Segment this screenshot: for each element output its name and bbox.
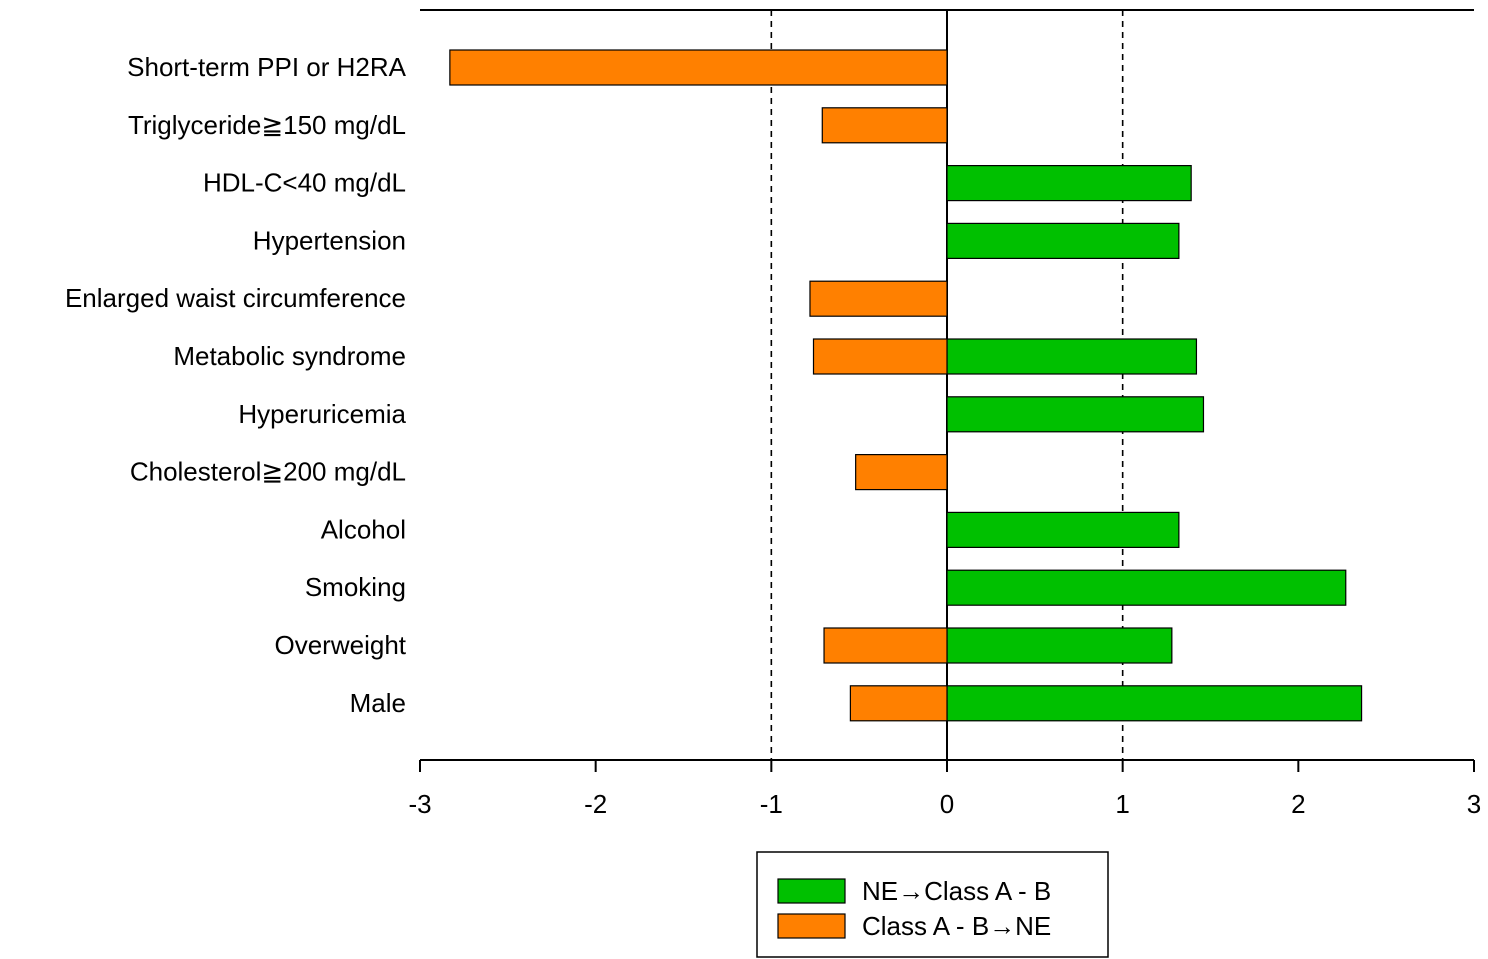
x-tick-label: -2 bbox=[584, 789, 607, 819]
reference-lines bbox=[770, 10, 1124, 760]
bar-male-class-ab-to-ne bbox=[849, 685, 948, 722]
x-tick-label: 2 bbox=[1291, 789, 1305, 819]
x-axis: -3 -2 -1 0 1 2 3 bbox=[408, 759, 1481, 819]
category-label: Male bbox=[350, 688, 406, 718]
bar-metabolic-syndrome-ne-to-class-ab bbox=[946, 338, 1198, 375]
bar-male-ne-to-class-ab bbox=[946, 685, 1363, 722]
x-tick-label: 1 bbox=[1115, 789, 1129, 819]
category-label: Triglyceride≧150 mg/dL bbox=[128, 110, 406, 140]
category-label: Metabolic syndrome bbox=[173, 341, 406, 371]
category-label: Alcohol bbox=[321, 514, 406, 544]
legend-swatch-ne-to-class-ab bbox=[777, 878, 846, 904]
x-tick-label: 3 bbox=[1467, 789, 1481, 819]
category-label: Short-term PPI or H2RA bbox=[127, 52, 407, 82]
bar-short-term-ppi-or-h2ra-class-ab-to-ne bbox=[449, 49, 948, 86]
category-label: HDL-C<40 mg/dL bbox=[203, 168, 406, 198]
x-tick-label: 0 bbox=[940, 789, 954, 819]
bar-hypertension-ne-to-class-ab bbox=[946, 222, 1180, 259]
bar-metabolic-syndrome-class-ab-to-ne bbox=[812, 338, 948, 375]
category-label: Cholesterol≧200 mg/dL bbox=[130, 457, 406, 487]
category-label: Enlarged waist circumference bbox=[65, 283, 406, 313]
x-tick-label: -1 bbox=[760, 789, 783, 819]
category-label: Hypertension bbox=[253, 225, 406, 255]
bar-cholesterol-200-mg-dl-class-ab-to-ne bbox=[855, 454, 948, 491]
legend-swatch-class-ab-to-ne bbox=[777, 913, 846, 939]
bar-hdl-c-40-mg-dl-ne-to-class-ab bbox=[946, 165, 1192, 202]
bar-alcohol-ne-to-class-ab bbox=[946, 511, 1180, 549]
bar-hyperuricemia-ne-to-class-ab bbox=[946, 396, 1205, 433]
legend: NE→Class A - B Class A - B→NE bbox=[756, 851, 1109, 958]
legend-label-ne-to-class-ab: NE→Class A - B bbox=[862, 876, 1051, 906]
category-label: Hyperuricemia bbox=[238, 399, 406, 429]
x-tick-label: -3 bbox=[408, 789, 431, 819]
legend-label-class-ab-to-ne: Class A - B→NE bbox=[862, 911, 1051, 941]
bar-enlarged-waist-circumference-class-ab-to-ne bbox=[809, 280, 948, 317]
bars bbox=[449, 49, 1363, 722]
bar-smoking-ne-to-class-ab bbox=[946, 569, 1347, 606]
legend-box bbox=[756, 851, 1109, 958]
category-labels: Short-term PPI or H2RA Triglyceride≧150 m… bbox=[65, 52, 407, 718]
bar-overweight-class-ab-to-ne bbox=[823, 627, 948, 664]
bar-triglyceride-150-mg-dl-class-ab-to-ne bbox=[821, 107, 948, 144]
bar-overweight-ne-to-class-ab bbox=[946, 627, 1173, 664]
category-label: Overweight bbox=[275, 630, 407, 660]
category-label: Smoking bbox=[305, 572, 406, 602]
